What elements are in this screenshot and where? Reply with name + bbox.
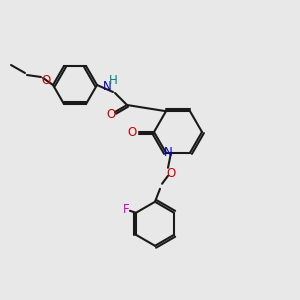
Text: N: N <box>164 146 172 159</box>
Text: O: O <box>41 74 51 86</box>
Text: N: N <box>103 80 111 92</box>
Text: O: O <box>128 125 136 139</box>
Text: H: H <box>109 74 117 86</box>
Text: O: O <box>167 167 176 180</box>
Text: O: O <box>106 109 116 122</box>
Text: F: F <box>123 203 129 216</box>
